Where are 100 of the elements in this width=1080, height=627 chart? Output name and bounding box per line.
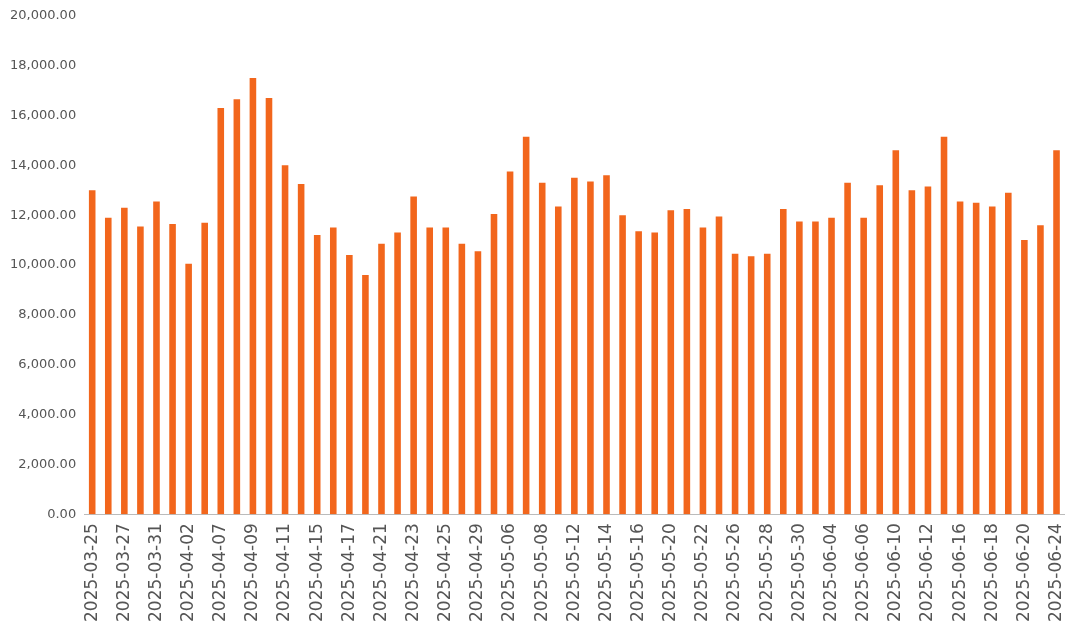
bar: [1053, 150, 1060, 515]
x-tick-label: 2025-06-18: [980, 523, 1001, 622]
bar: [458, 243, 466, 515]
x-tick-label: 2025-06-04: [819, 523, 840, 622]
bar: [1037, 225, 1044, 515]
bar: [780, 208, 787, 515]
bar: [844, 182, 851, 515]
bar: [185, 263, 192, 515]
bar: [683, 208, 691, 515]
bar: [249, 78, 257, 515]
bar: [828, 217, 835, 515]
bar: [329, 227, 337, 515]
x-tick-label: 2025-05-08: [530, 523, 551, 622]
bar: [506, 171, 514, 515]
bar: [313, 235, 321, 515]
x-tick-label: 2025-05-16: [627, 523, 648, 622]
bar: [88, 190, 96, 515]
x-tick-label: 2025-04-29: [466, 523, 487, 622]
bar: [940, 136, 948, 515]
x-tick-label: 2025-05-14: [594, 523, 615, 622]
bar: [394, 232, 401, 515]
y-tick-label: 18,000.00: [9, 57, 77, 73]
bar: [860, 217, 867, 515]
bar: [587, 181, 594, 515]
x-tick-label: 2025-03-25: [80, 523, 101, 622]
bar: [442, 227, 450, 515]
y-tick-label: 20,000.00: [9, 7, 77, 23]
bar: [297, 184, 305, 515]
bar: [924, 186, 932, 515]
x-tick-label: 2025-05-06: [498, 523, 519, 622]
x-tick-label: 2025-05-20: [659, 523, 680, 622]
bar: [426, 227, 434, 515]
bar: [265, 98, 273, 515]
bar: [410, 196, 417, 515]
bar: [876, 185, 884, 515]
bar: [956, 201, 964, 515]
x-tick-label: 2025-06-24: [1044, 523, 1065, 622]
bar: [538, 182, 546, 515]
x-tick-label: 2025-04-07: [209, 523, 230, 622]
bar: [908, 190, 916, 515]
bar: [796, 221, 803, 515]
bar: [281, 165, 289, 515]
y-tick-label: 12,000.00: [9, 206, 77, 222]
x-tick-label: 2025-05-28: [755, 523, 776, 622]
bar: [554, 206, 562, 515]
x-tick-label: 2025-06-16: [948, 523, 969, 622]
bar: [619, 215, 626, 515]
x-tick-label: 2025-04-21: [369, 523, 390, 622]
x-tick-label: 2025-05-30: [787, 523, 808, 622]
bar: [522, 136, 530, 515]
y-tick-label: 2,000.00: [18, 455, 77, 471]
bar: [763, 253, 771, 515]
bar: [667, 210, 675, 515]
bar: [1021, 240, 1028, 515]
bar: [346, 255, 353, 515]
bar: [153, 201, 160, 515]
bar: [972, 202, 980, 515]
y-tick-label: 8,000.00: [18, 306, 77, 322]
bar: [651, 232, 659, 515]
bar: [104, 217, 112, 515]
bar: [169, 223, 176, 515]
bar: [747, 256, 755, 515]
x-tick-label: 2025-06-06: [852, 523, 873, 622]
bar: [892, 150, 900, 515]
bar: [121, 207, 128, 515]
x-tick-label: 2025-06-10: [884, 523, 905, 622]
bar: [362, 274, 369, 515]
x-tick-label: 2025-05-22: [691, 523, 712, 622]
x-tick-label: 2025-04-23: [402, 523, 423, 622]
y-tick-label: 6,000.00: [18, 356, 77, 372]
x-tick-label: 2025-06-12: [916, 523, 937, 622]
y-tick-label: 16,000.00: [9, 106, 77, 122]
bar: [137, 226, 144, 515]
y-tick-label: 14,000.00: [9, 156, 77, 172]
bar: [715, 216, 723, 515]
bar: [812, 221, 819, 515]
x-tick-label: 2025-04-09: [241, 523, 262, 622]
bar: [201, 222, 208, 515]
bar: [603, 175, 610, 515]
y-tick-label: 10,000.00: [9, 256, 77, 272]
x-tick-label: 2025-04-02: [177, 523, 198, 622]
x-tick-label: 2025-03-27: [112, 523, 133, 622]
bar: [988, 206, 996, 515]
bar: [731, 253, 739, 515]
x-tick-label: 2025-05-12: [562, 523, 583, 622]
x-tick-label: 2025-03-31: [144, 523, 165, 622]
bar: [474, 251, 482, 515]
y-tick-label: 4,000.00: [18, 405, 77, 421]
bar: [217, 108, 225, 515]
x-tick-label: 2025-04-25: [434, 523, 455, 622]
x-tick-label: 2025-04-15: [305, 523, 326, 622]
bar: [378, 243, 385, 515]
bar: [635, 231, 642, 515]
bar: [699, 227, 707, 515]
y-tick-label: 0.00: [47, 505, 77, 521]
x-tick-label: 2025-04-11: [273, 523, 294, 622]
x-tick-label: 2025-04-17: [337, 523, 358, 622]
bar: [1005, 192, 1012, 515]
bar: [233, 99, 241, 515]
x-tick-label: 2025-05-26: [723, 523, 744, 622]
